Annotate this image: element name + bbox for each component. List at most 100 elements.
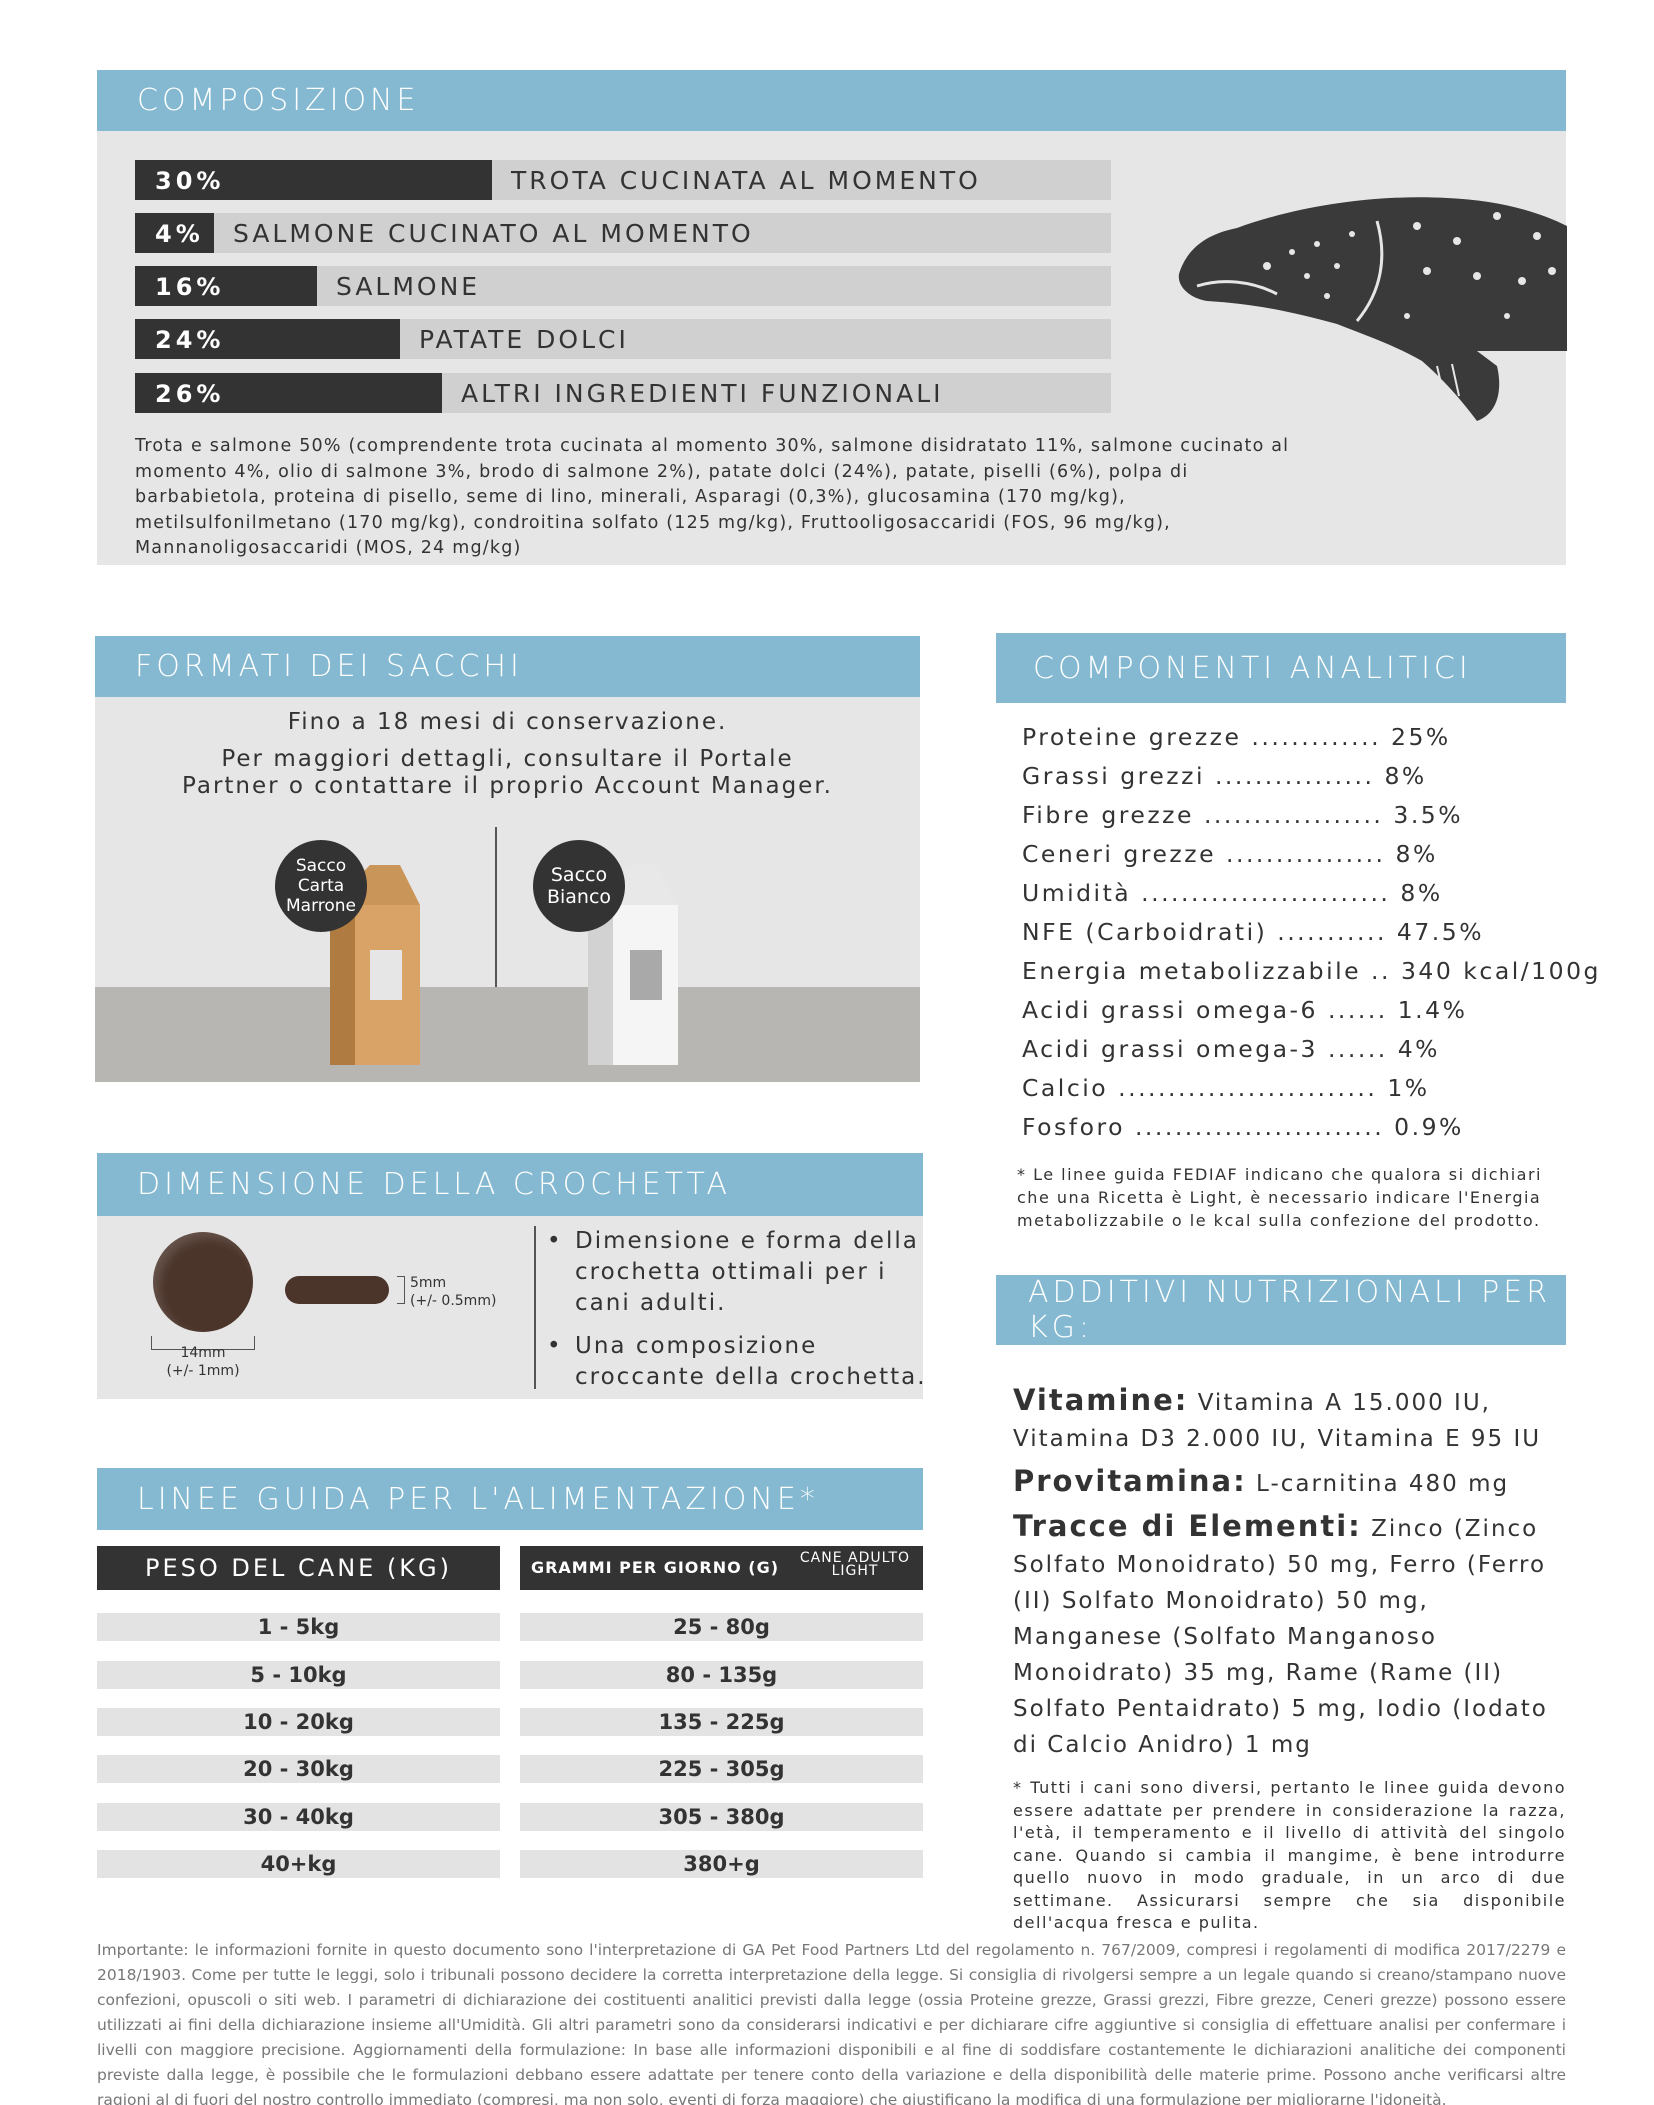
col-header-grammi: GRAMMI PER GIORNO (G) CANE ADULTO LIGHT — [520, 1546, 923, 1590]
analytical-row: Acidi grassi omega-6 ...... 1.4% — [1022, 996, 1468, 1024]
diameter-value: 14mm — [180, 1345, 226, 1361]
table-cell-grammi: 135 - 225g — [520, 1708, 923, 1736]
table-cell-peso: 20 - 30kg — [97, 1755, 500, 1783]
analytical-row: Calcio .......................... 1% — [1022, 1074, 1430, 1102]
fediaf-note: * Le linee guida FEDIAF indicano che qua… — [1017, 1165, 1542, 1230]
analytical-row: Energia metabolizzabile .. 340 kcal/100g — [1022, 957, 1601, 985]
bullet-text: Dimensione e forma della crochetta ottim… — [575, 1228, 919, 1316]
col-header-light-line: LIGHT — [831, 1563, 879, 1579]
diameter-marker — [151, 1336, 255, 1350]
additivi-title: ADDITIVI NUTRIZIONALI PER KG: — [1028, 1275, 1552, 1345]
analitici-title: COMPONENTI ANALITICI — [1033, 650, 1472, 686]
legal-footer: Importante: le informazioni fornite in q… — [97, 1941, 1566, 2105]
ingredient-bar: 16% SALMONE — [135, 266, 1111, 306]
diameter-label: 14mm (+/- 1mm) — [153, 1344, 253, 1380]
table-cell-grammi: 225 - 305g — [520, 1755, 923, 1783]
divider — [534, 1226, 536, 1389]
vitamine-value: Vitamina A 15.000 IU, Vitamina D3 2.000 … — [1013, 1390, 1542, 1452]
composizione-panel: 30% TROTA CUCINATA AL MOMENTO 4% SALMONE… — [97, 131, 1567, 565]
ingredient-label: SALMONE — [336, 272, 481, 301]
ingredient-label: TROTA CUCINATA AL MOMENTO — [511, 166, 981, 195]
badge-line: Sacco — [295, 856, 347, 876]
table-cell-grammi: 80 - 135g — [520, 1661, 923, 1689]
table-cell-grammi: 380+g — [520, 1850, 923, 1878]
shelf-life-text: Fino a 18 mesi di conservazione. — [287, 709, 728, 735]
kibble-bullets: • Dimensione e forma della crochetta otti… — [547, 1226, 927, 1405]
wall-corner-line — [495, 827, 497, 987]
formati-panel: Fino a 18 mesi di conservazione. Per mag… — [95, 697, 920, 1082]
ingredient-percent: 4% — [135, 213, 214, 253]
analytical-row: Acidi grassi omega-3 ...... 4% — [1022, 1035, 1441, 1063]
bullet-item: • Una composizione croccante della croche… — [547, 1331, 927, 1393]
analytical-list: Proteine grezze ............. 25% Grassi… — [1022, 718, 1642, 1147]
details-text-line2: Partner o contattare il proprio Account … — [182, 773, 833, 799]
provitamina-block: Provitamina: L-carnitina 480 mg — [1013, 1463, 1578, 1502]
dimensione-title: DIMENSIONE DELLA CROCHETTA — [137, 1167, 732, 1202]
diameter-tolerance: (+/- 1mm) — [166, 1363, 240, 1379]
formati-header: FORMATI DEI SACCHI — [95, 636, 920, 697]
ingredient-percent: 16% — [135, 266, 317, 306]
analytical-row: Umidità ......................... 8% — [1022, 879, 1443, 907]
ingredient-bar: 26% ALTRI INGREDIENTI FUNZIONALI — [135, 373, 1111, 413]
composizione-header: COMPOSIZIONE — [97, 70, 1566, 131]
dimensione-header: DIMENSIONE DELLA CROCHETTA — [97, 1153, 923, 1216]
col-header-light-line: CANE ADULTO — [799, 1550, 911, 1566]
linee-title: LINEE GUIDA PER L'ALIMENTAZIONE* — [137, 1481, 819, 1517]
tracce-block: Tracce di Elementi: Zinco (Zinco Solfato… — [1013, 1508, 1578, 1763]
tracce-value: Zinco (Zinco Solfato Monoidrato) 50 mg, … — [1013, 1516, 1548, 1758]
ingredient-percent: 26% — [135, 373, 442, 413]
table-cell-peso: 40+kg — [97, 1850, 500, 1878]
kibble-side-icon — [285, 1276, 389, 1304]
analytical-row: Fibre grezze .................. 3.5% — [1022, 801, 1464, 829]
thickness-value: 5mm — [410, 1275, 447, 1291]
badge-line: Marrone — [285, 896, 357, 916]
thickness-label: 5mm (+/- 0.5mm) — [410, 1274, 496, 1310]
analytical-row: NFE (Carboidrati) ........... 47.5% — [1022, 918, 1485, 946]
feeding-note: * Tutti i cani sono diversi, pertanto le… — [1013, 1778, 1566, 1932]
table-cell-grammi: 25 - 80g — [520, 1613, 923, 1641]
white-bag-badge: Sacco Bianco — [533, 840, 625, 932]
additivi-body: Vitamine: Vitamina A 15.000 IU, Vitamina… — [1013, 1382, 1578, 1769]
badge-line: Bianco — [546, 886, 612, 908]
details-text-line1: Per maggiori dettagli, consultare il Por… — [221, 746, 794, 772]
table-cell-peso: 5 - 10kg — [97, 1661, 500, 1689]
additivi-header: ADDITIVI NUTRIZIONALI PER KG: — [996, 1275, 1566, 1345]
bullet-item: • Dimensione e forma della crochetta otti… — [547, 1226, 927, 1319]
analytical-row: Ceneri grezze ................ 8% — [1022, 840, 1438, 868]
col-header-light: CANE ADULTO LIGHT — [785, 1550, 925, 1579]
col-header-grammi-label: GRAMMI PER GIORNO (G) — [530, 1558, 780, 1577]
badge-line: Sacco — [550, 864, 608, 886]
table-cell-peso: 30 - 40kg — [97, 1803, 500, 1831]
badge-line: Carta — [297, 876, 345, 896]
linee-header: LINEE GUIDA PER L'ALIMENTAZIONE* — [97, 1468, 923, 1530]
table-cell-peso: 1 - 5kg — [97, 1613, 500, 1641]
col-header-peso: PESO DEL CANE (KG) — [97, 1546, 500, 1590]
salmon-head-icon — [1178, 197, 1567, 421]
ingredient-percent: 30% — [135, 160, 492, 200]
tracce-key: Tracce di Elementi: — [1013, 1509, 1362, 1543]
ingredient-label: ALTRI INGREDIENTI FUNZIONALI — [461, 379, 944, 408]
formati-title: FORMATI DEI SACCHI — [135, 649, 523, 684]
ingredient-bar: 30% TROTA CUCINATA AL MOMENTO — [135, 160, 1111, 200]
bullet-text: Una composizione croccante della crochet… — [575, 1333, 927, 1390]
thickness-tolerance: (+/- 0.5mm) — [410, 1293, 497, 1309]
ingredient-label: SALMONE CUCINATO AL MOMENTO — [233, 219, 754, 248]
analytical-row: Grassi grezzi ................ 8% — [1022, 762, 1427, 790]
analytical-row: Fosforo ......................... 0.9% — [1022, 1113, 1464, 1141]
ingredient-bar: 24% PATATE DOLCI — [135, 319, 1111, 359]
vitamine-block: Vitamine: Vitamina A 15.000 IU, Vitamina… — [1013, 1382, 1578, 1457]
ingredient-label: PATATE DOLCI — [419, 325, 629, 354]
provitamina-value: L-carnitina 480 mg — [1256, 1471, 1510, 1497]
dimensione-panel: 14mm (+/- 1mm) 5mm (+/- 0.5mm) • Dimensio… — [97, 1216, 925, 1399]
vitamine-key: Vitamine: — [1013, 1383, 1189, 1417]
ingredient-bar: 4% SALMONE CUCINATO AL MOMENTO — [135, 213, 1111, 253]
thickness-marker — [397, 1276, 405, 1304]
analitici-header: COMPONENTI ANALITICI — [996, 633, 1566, 703]
kibble-top-icon — [153, 1232, 253, 1332]
composition-description: Trota e salmone 50% (comprendente trota … — [135, 436, 1290, 558]
ingredient-percent: 24% — [135, 319, 400, 359]
table-cell-peso: 10 - 20kg — [97, 1708, 500, 1736]
floor — [95, 987, 920, 1082]
brown-bag-badge: Sacco Carta Marrone — [275, 840, 367, 932]
analytical-row: Proteine grezze ............. 25% — [1022, 723, 1451, 751]
